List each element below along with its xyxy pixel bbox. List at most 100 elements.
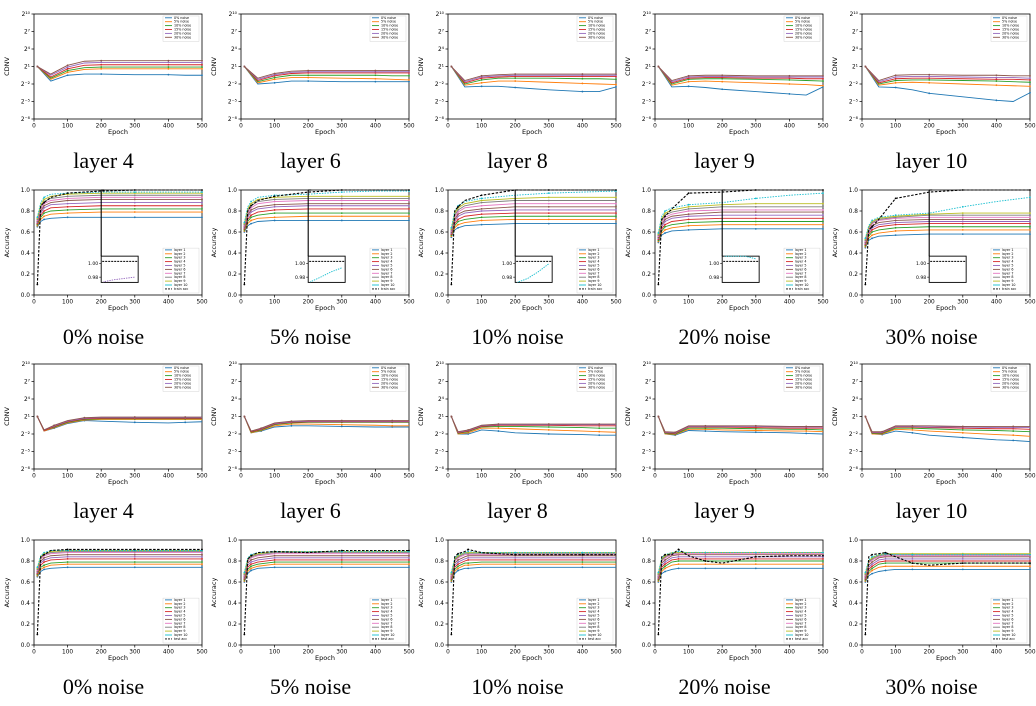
data-point [822, 205, 824, 208]
data-point [1029, 81, 1031, 84]
legend-label: 30% noise [588, 385, 605, 389]
data-point [408, 80, 410, 83]
legend-label: 10% noise [174, 24, 191, 28]
y-tick-label: 2⁴ [231, 46, 238, 53]
data-point [201, 553, 203, 556]
data-point [547, 215, 550, 218]
data-point [514, 73, 517, 75]
data-point [961, 225, 964, 228]
subplot-caption: layer 10 [895, 148, 968, 173]
y-tick-label: 0.2 [435, 272, 445, 278]
data-point [1029, 77, 1031, 80]
legend-label: layer 8 [381, 275, 392, 279]
legend-label: layer 6 [1002, 617, 1013, 621]
data-point [961, 562, 964, 564]
series-group [657, 548, 824, 636]
data-point [754, 209, 757, 211]
x-tick-label: 300 [957, 300, 968, 306]
subplot-cell: 2⁻⁸ 2⁻⁵ 2⁻² 2¹ 2⁴ 2⁷ 2¹⁰ 0 100 200 300 400 500 Epoch C… [828, 2, 1036, 178]
data-point [894, 81, 897, 84]
data-point [250, 567, 252, 570]
data-point [408, 554, 410, 557]
legend-label: layer 6 [795, 267, 806, 271]
y-tick-label: 0.4 [435, 601, 445, 607]
x-axis-label: Epoch [108, 654, 128, 662]
data-point [721, 80, 724, 83]
legend-label: layer 6 [381, 617, 392, 621]
subplot-cell: 2⁻⁸ 2⁻⁵ 2⁻² 2¹ 2⁴ 2⁷ 2¹⁰ 0 100 200 300 400 500 Epoch C… [621, 352, 829, 528]
x-tick-label: 300 [750, 124, 761, 130]
data-point [514, 80, 517, 82]
y-tick-label: 0.4 [21, 601, 31, 607]
series-line [864, 416, 1031, 437]
x-tick-label: 300 [957, 650, 968, 656]
x-axis-label: Epoch [936, 478, 956, 486]
data-point [677, 555, 680, 558]
data-point [408, 204, 410, 207]
x-tick-label: 300 [750, 474, 761, 480]
y-tick-label: 0.2 [642, 622, 652, 628]
subplot-caption: 5% noise [269, 324, 352, 349]
y-tick-label: 2¹⁰ [22, 11, 31, 18]
subplot-caption: 30% noise [885, 324, 978, 349]
x-axis-label: Epoch [522, 304, 542, 312]
data-point [822, 189, 824, 191]
y-tick-label: 2⁻⁸ [642, 116, 652, 123]
data-point [664, 225, 666, 228]
y-tick-label: 0.0 [849, 643, 859, 649]
inset-zoom: 1.00 0.98 [295, 189, 346, 283]
data-point [664, 561, 666, 563]
subplot-cell: 0.0 0.2 0.4 0.6 0.8 1.0 0 100 200 300 400 500 Epoch A… [207, 178, 415, 354]
subplot-caption: layer 9 [694, 148, 755, 173]
legend-label: layer 9 [795, 629, 806, 633]
legend-label: layer 1 [795, 598, 806, 602]
data-point [66, 192, 69, 195]
legend-label: layer 9 [588, 279, 599, 283]
data-point [961, 233, 964, 235]
x-tick-label: 500 [196, 650, 207, 656]
legend-box [369, 247, 407, 294]
data-point [340, 561, 343, 563]
data-point [66, 561, 69, 563]
y-axis-label: CDNV [3, 57, 11, 76]
data-point [290, 424, 293, 427]
data-point [480, 208, 483, 210]
data-point [243, 65, 246, 68]
x-axis-label: Epoch [729, 128, 749, 136]
data-point [273, 216, 276, 219]
y-tick-label: 2⁷ [645, 379, 652, 386]
legend-label: layer 8 [1002, 275, 1013, 279]
data-point [961, 189, 964, 191]
subplot-cell: 0.0 0.2 0.4 0.6 0.8 1.0 0 100 200 300 400 500 Epoch A… [621, 178, 829, 354]
x-tick-label: 0 [239, 474, 243, 480]
data-point [657, 571, 660, 574]
data-point [480, 213, 483, 216]
data-point [480, 197, 483, 200]
x-axis-label: Epoch [936, 128, 956, 136]
data-point [1029, 91, 1031, 94]
data-point [674, 431, 677, 434]
y-tick-label: 2¹ [852, 414, 858, 421]
subplot-caption: 20% noise [678, 324, 771, 349]
series-line [864, 553, 1030, 574]
series-line [36, 416, 202, 431]
data-point [822, 227, 824, 230]
data-point [721, 74, 724, 77]
series-line [864, 554, 1030, 575]
y-tick-label: 1.0 [228, 188, 238, 194]
y-tick-label: 0.8 [228, 209, 238, 215]
data-point [408, 208, 410, 210]
data-point [480, 204, 483, 207]
series-line [450, 561, 616, 581]
y-tick-label: 2⁻² [849, 81, 858, 88]
subplot-cell: 2⁻⁸ 2⁻⁵ 2⁻² 2¹ 2⁴ 2⁷ 2¹⁰ 0 100 200 300 400 500 Epoch C… [621, 2, 829, 178]
x-tick-label: 300 [543, 650, 554, 656]
x-tick-label: 100 [683, 124, 694, 130]
y-tick-label: 2⁻⁵ [849, 99, 859, 106]
legend-box [576, 247, 614, 294]
subplot-caption: layer 9 [694, 498, 755, 523]
legend-label: layer 10 [381, 283, 395, 287]
y-tick-label: 2¹⁰ [229, 361, 238, 368]
